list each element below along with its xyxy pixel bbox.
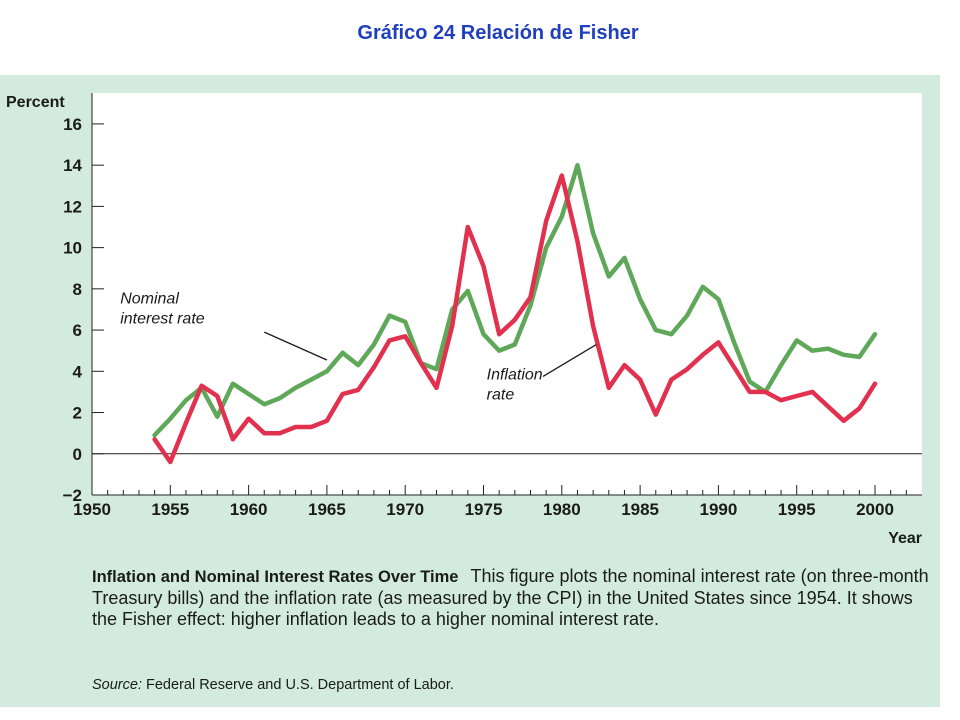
caption-text: This figure plots the nominal interest r… — [92, 566, 929, 629]
x-tick-label: 1970 — [386, 500, 424, 519]
series-lines — [152, 162, 878, 465]
y-axis-label: Percent — [6, 94, 65, 111]
series-annotations: Nominal interest rate Inflation rate — [120, 290, 597, 404]
x-tick-label: 1950 — [73, 500, 111, 519]
y-tick-label: 12 — [63, 197, 82, 216]
x-axis-label: Year — [888, 530, 922, 547]
nominal-leader-line — [264, 331, 328, 361]
axes: −2 0 2 4 6 8 10 12 14 16 Percent 1950 1955 1960 1965 19… — [6, 93, 922, 547]
source-text: Federal Reserve and U.S. Department of L… — [146, 677, 454, 693]
y-tick-label: 4 — [73, 362, 83, 381]
y-tick-label: 2 — [73, 404, 82, 423]
source-note: Source: Federal Reserve and U.S. Departm… — [92, 677, 454, 693]
slide-title: Gráfico 24 Relación de Fisher — [357, 22, 639, 44]
inflation-leader-line — [542, 343, 597, 378]
x-tick-label: 1975 — [465, 500, 503, 519]
y-tick-label: −2 — [63, 486, 82, 505]
inflation-annotation-label: Inflation — [487, 367, 543, 384]
x-tick-label: 1995 — [778, 500, 816, 519]
figure-caption: Inflation and Nominal Interest Rates Ove… — [92, 566, 932, 630]
nominal-rate-line — [152, 162, 878, 438]
x-tick-label: 1990 — [700, 500, 738, 519]
x-tick-label: 1985 — [621, 500, 659, 519]
plot-area — [92, 93, 922, 495]
nominal-annotation-label: Nominal — [120, 290, 179, 307]
y-tick-label: 6 — [73, 321, 82, 340]
x-tick-label: 2000 — [856, 500, 894, 519]
x-tick-label: 1965 — [308, 500, 346, 519]
y-tick-label: 16 — [63, 115, 82, 134]
y-tick-label: 8 — [73, 280, 82, 299]
x-tick-label: 1980 — [543, 500, 581, 519]
caption-title: Inflation and Nominal Interest Rates Ove… — [92, 568, 459, 586]
y-tick-label: 0 — [73, 445, 82, 464]
inflation-rate-line — [152, 173, 878, 465]
y-tick-label: 10 — [63, 239, 82, 258]
inflation-annotation-label: rate — [487, 387, 515, 404]
x-tick-label: 1955 — [151, 500, 189, 519]
nominal-annotation-label: interest rate — [120, 310, 205, 327]
fisher-chart: −2 0 2 4 6 8 10 12 14 16 Percent 1950 1955 1960 1965 19… — [6, 93, 922, 547]
x-tick-label: 1960 — [230, 500, 268, 519]
source-label: Source: — [92, 677, 142, 693]
y-tick-label: 14 — [63, 156, 82, 175]
